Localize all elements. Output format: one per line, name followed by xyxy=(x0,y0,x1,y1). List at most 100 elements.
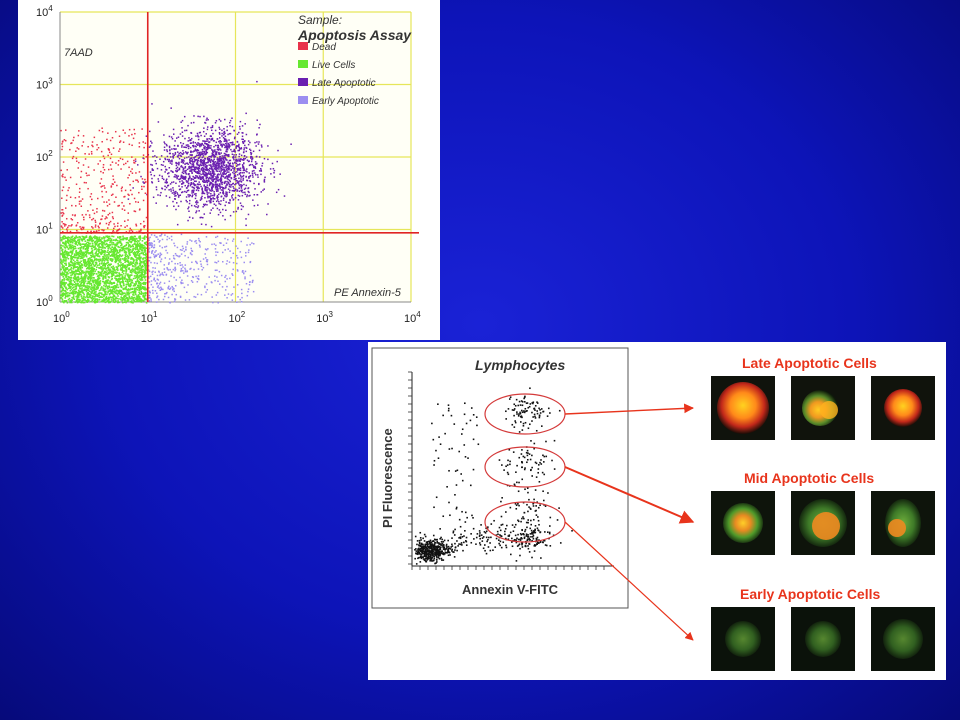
point-late-apoptotic xyxy=(212,132,214,135)
point-live-cells xyxy=(120,238,123,241)
point-late-apoptotic xyxy=(220,195,223,198)
point-live-cells xyxy=(124,275,127,277)
point-live-cells xyxy=(68,236,71,239)
point-live-cells xyxy=(140,249,143,251)
point-late-apoptotic xyxy=(195,203,198,205)
point-live-cells xyxy=(118,246,120,249)
point-live-cells xyxy=(77,253,80,256)
point-late-apoptotic xyxy=(184,151,187,153)
point-late-apoptotic xyxy=(211,138,214,141)
point-late-apoptotic xyxy=(197,171,200,173)
point-live-cells xyxy=(95,268,98,271)
point-live-cells xyxy=(104,266,106,268)
point-live-cells xyxy=(90,239,93,241)
point-live-cells xyxy=(76,269,79,271)
point-early-apoptotic xyxy=(188,299,191,301)
point-late-apoptotic xyxy=(132,187,134,189)
point-live-cells xyxy=(112,295,114,298)
point-live-cells xyxy=(65,276,67,279)
point-late-apoptotic xyxy=(216,178,218,180)
point-late-apoptotic xyxy=(200,173,202,176)
point-live-cells xyxy=(128,249,131,252)
point-live-cells xyxy=(136,257,138,259)
point-late-apoptotic xyxy=(257,176,259,178)
point-live-cells xyxy=(105,279,108,282)
point-live-cells xyxy=(77,278,80,281)
point-late-apoptotic xyxy=(197,167,200,169)
point-live-cells xyxy=(83,262,86,264)
point-late-apoptotic xyxy=(245,184,248,187)
point-dead xyxy=(123,209,126,211)
point-live-cells xyxy=(93,299,96,302)
point-live-cells xyxy=(135,293,137,296)
point-late-apoptotic xyxy=(201,187,204,189)
point-late-apoptotic xyxy=(236,133,239,135)
point-early-apoptotic xyxy=(194,296,197,298)
point-live-cells xyxy=(88,261,91,264)
point-live-cells xyxy=(85,267,88,270)
point-late-apoptotic xyxy=(213,145,215,148)
point-late-apoptotic xyxy=(206,157,209,159)
point-late-apoptotic xyxy=(203,160,205,163)
point-dead xyxy=(100,218,102,221)
point-live-cells xyxy=(111,259,114,262)
point-late-apoptotic xyxy=(218,166,220,168)
point-live-cells xyxy=(137,280,139,282)
point-live-cells xyxy=(98,236,101,239)
point-late-apoptotic xyxy=(197,205,200,207)
point-late-apoptotic xyxy=(222,208,224,211)
point-live-cells xyxy=(106,282,109,284)
point-live-cells xyxy=(123,278,126,280)
point-live-cells xyxy=(116,257,119,260)
point-live-cells xyxy=(94,293,96,296)
point-late-apoptotic xyxy=(227,178,229,181)
point-dead xyxy=(82,164,85,166)
point-dead xyxy=(92,145,94,148)
point-live-cells xyxy=(109,292,112,294)
point-late-apoptotic xyxy=(196,132,199,135)
point-live-cells xyxy=(118,250,121,253)
point-late-apoptotic xyxy=(212,160,214,163)
point-late-apoptotic xyxy=(225,168,228,171)
point-early-apoptotic xyxy=(198,239,200,242)
point-dead xyxy=(91,198,93,201)
point-late-apoptotic xyxy=(212,162,214,165)
point-live-cells xyxy=(95,247,97,250)
point-live-cells xyxy=(145,261,148,264)
point-late-apoptotic xyxy=(201,195,203,198)
point-live-cells xyxy=(66,271,69,274)
point-dead xyxy=(80,205,83,207)
point-live-cells xyxy=(83,236,86,239)
point-late-apoptotic xyxy=(190,179,192,181)
point-live-cells xyxy=(121,278,124,280)
point-live-cells xyxy=(120,298,122,301)
point-dead xyxy=(96,148,98,151)
point-dead xyxy=(128,174,131,176)
point-late-apoptotic xyxy=(193,183,195,185)
point-late-apoptotic xyxy=(202,191,204,193)
point-late-apoptotic xyxy=(214,151,216,153)
point-dead xyxy=(124,189,127,192)
point-late-apoptotic xyxy=(205,152,207,154)
point-dead xyxy=(71,204,73,207)
point-late-apoptotic xyxy=(226,159,228,161)
point-live-cells xyxy=(62,275,65,278)
point-live-cells xyxy=(145,269,147,272)
point-live-cells xyxy=(65,271,68,274)
point-live-cells xyxy=(104,250,106,253)
point-early-apoptotic xyxy=(151,289,154,292)
point-live-cells xyxy=(62,254,64,257)
point-late-apoptotic xyxy=(187,184,189,187)
point-late-apoptotic xyxy=(199,176,201,178)
point-live-cells xyxy=(105,284,107,287)
point-live-cells xyxy=(144,243,147,245)
point-live-cells xyxy=(136,266,138,269)
point-live-cells xyxy=(76,239,79,242)
point-live-cells xyxy=(102,293,105,296)
point-live-cells xyxy=(84,273,87,276)
point-live-cells xyxy=(145,275,147,278)
point-live-cells xyxy=(130,297,132,300)
point-late-apoptotic xyxy=(211,149,213,151)
point-late-apoptotic xyxy=(279,173,281,175)
point-live-cells xyxy=(105,282,107,285)
